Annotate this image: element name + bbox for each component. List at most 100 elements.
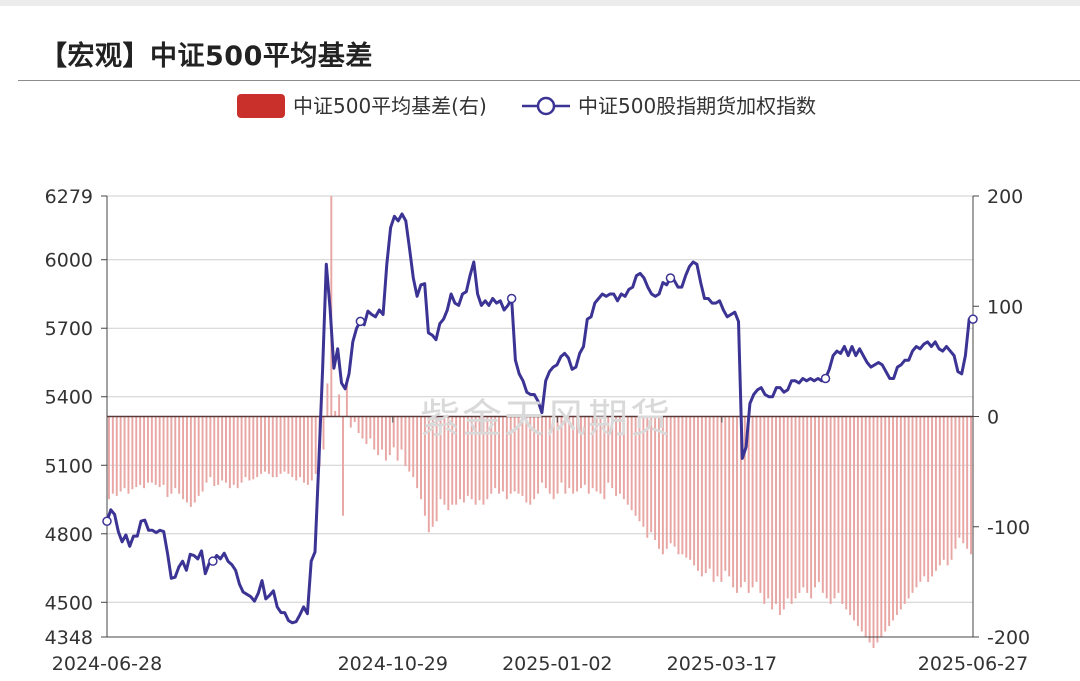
basis-bar bbox=[724, 416, 727, 571]
basis-bar bbox=[377, 416, 380, 456]
basis-bar bbox=[915, 416, 918, 588]
basis-bar bbox=[197, 416, 200, 496]
basis-bar bbox=[486, 416, 489, 500]
basis-bar bbox=[287, 416, 290, 474]
basis-bar bbox=[646, 416, 649, 538]
basis-bar bbox=[361, 416, 364, 439]
title-divider bbox=[18, 80, 1080, 81]
basis-bar bbox=[353, 416, 356, 423]
basis-bar bbox=[470, 416, 473, 500]
basis-bar bbox=[404, 416, 407, 467]
right-tick-label: 0 bbox=[987, 407, 999, 429]
basis-bar bbox=[626, 416, 629, 505]
basis-bar bbox=[564, 416, 567, 494]
basis-bar bbox=[782, 416, 785, 610]
basis-bar bbox=[209, 416, 212, 478]
basis-bar bbox=[880, 416, 883, 637]
basis-bar bbox=[236, 416, 239, 489]
basis-bar bbox=[618, 416, 621, 494]
basis-bar bbox=[802, 416, 805, 588]
basis-bar bbox=[872, 416, 875, 649]
basis-bar bbox=[213, 416, 216, 486]
basis-bar bbox=[139, 416, 142, 485]
watermark: 紫金天风期货 bbox=[420, 396, 672, 442]
basis-bar bbox=[369, 416, 372, 439]
basis-bar bbox=[439, 416, 442, 500]
basis-bar bbox=[767, 416, 770, 599]
basis-bar bbox=[135, 416, 138, 488]
basis-bar bbox=[615, 416, 618, 496]
basis-bar bbox=[591, 416, 594, 489]
basis-bar bbox=[876, 416, 879, 643]
basis-bar bbox=[505, 416, 508, 500]
basis-bar bbox=[221, 416, 224, 481]
basis-bar bbox=[821, 416, 824, 593]
basis-bar bbox=[178, 416, 181, 494]
basis-bar bbox=[938, 416, 941, 566]
basis-bar bbox=[669, 416, 672, 544]
basis-bar bbox=[513, 416, 516, 492]
chart-title: 【宏观】中证500平均基差 bbox=[40, 41, 373, 72]
basis-bar bbox=[345, 377, 348, 417]
basis-bar bbox=[158, 416, 161, 488]
basis-bar bbox=[423, 416, 426, 516]
basis-bar bbox=[837, 416, 840, 593]
basis-bar bbox=[338, 394, 341, 417]
basis-bar bbox=[182, 416, 185, 500]
basis-bar bbox=[556, 416, 559, 494]
basis-bar bbox=[525, 416, 528, 503]
basis-bar bbox=[314, 416, 317, 474]
basis-bar bbox=[778, 416, 781, 615]
basis-bar bbox=[755, 416, 758, 582]
basis-bar bbox=[942, 416, 945, 560]
basis-bar bbox=[509, 416, 512, 494]
basis-bar bbox=[107, 416, 110, 500]
basis-bar bbox=[306, 416, 309, 485]
basis-bar bbox=[396, 416, 399, 461]
basis-bar bbox=[537, 416, 540, 494]
basis-bar bbox=[420, 416, 422, 500]
basis-bar bbox=[794, 416, 797, 599]
basis-bar bbox=[201, 416, 204, 492]
right-tick-label: -200 bbox=[987, 627, 1030, 649]
basis-bar bbox=[603, 416, 606, 500]
basis-bar bbox=[595, 416, 598, 492]
basis-bar bbox=[751, 416, 754, 588]
basis-bar bbox=[790, 416, 793, 604]
basis-bar bbox=[267, 416, 270, 474]
basis-bar bbox=[384, 416, 387, 461]
basis-bar bbox=[131, 416, 134, 490]
legend-bar-swatch bbox=[237, 94, 285, 118]
basis-bar bbox=[568, 416, 571, 489]
basis-bar bbox=[447, 416, 450, 511]
basis-bar bbox=[661, 416, 664, 555]
basis-bar bbox=[435, 416, 438, 522]
basis-bar bbox=[806, 416, 809, 593]
basis-bar bbox=[357, 416, 360, 434]
basis-bar bbox=[728, 416, 731, 577]
basis-bar bbox=[466, 416, 469, 496]
basis-bar bbox=[907, 416, 910, 599]
basis-bar bbox=[829, 416, 832, 604]
basis-bar bbox=[240, 416, 243, 483]
basis-bar bbox=[459, 416, 462, 500]
basis-bar bbox=[244, 416, 247, 478]
basis-bar bbox=[810, 416, 813, 599]
basis-bar bbox=[146, 416, 149, 483]
basis-bar bbox=[299, 416, 302, 478]
x-tick-label: 2025-03-17 bbox=[667, 653, 777, 675]
basis-bar bbox=[275, 416, 278, 478]
basis-bar bbox=[743, 416, 746, 582]
basis-bar bbox=[119, 416, 122, 492]
basis-bar bbox=[946, 416, 949, 566]
right-tick-label: 200 bbox=[987, 186, 1023, 208]
basis-bar bbox=[349, 416, 352, 428]
basis-bar bbox=[256, 416, 259, 478]
legend-label-index: 中证500股指期货加权指数 bbox=[578, 94, 816, 118]
basis-bar bbox=[864, 416, 867, 637]
basis-bar bbox=[279, 416, 282, 474]
basis-bar bbox=[490, 416, 493, 494]
basis-bar bbox=[704, 416, 707, 574]
basis-bar bbox=[295, 416, 298, 481]
